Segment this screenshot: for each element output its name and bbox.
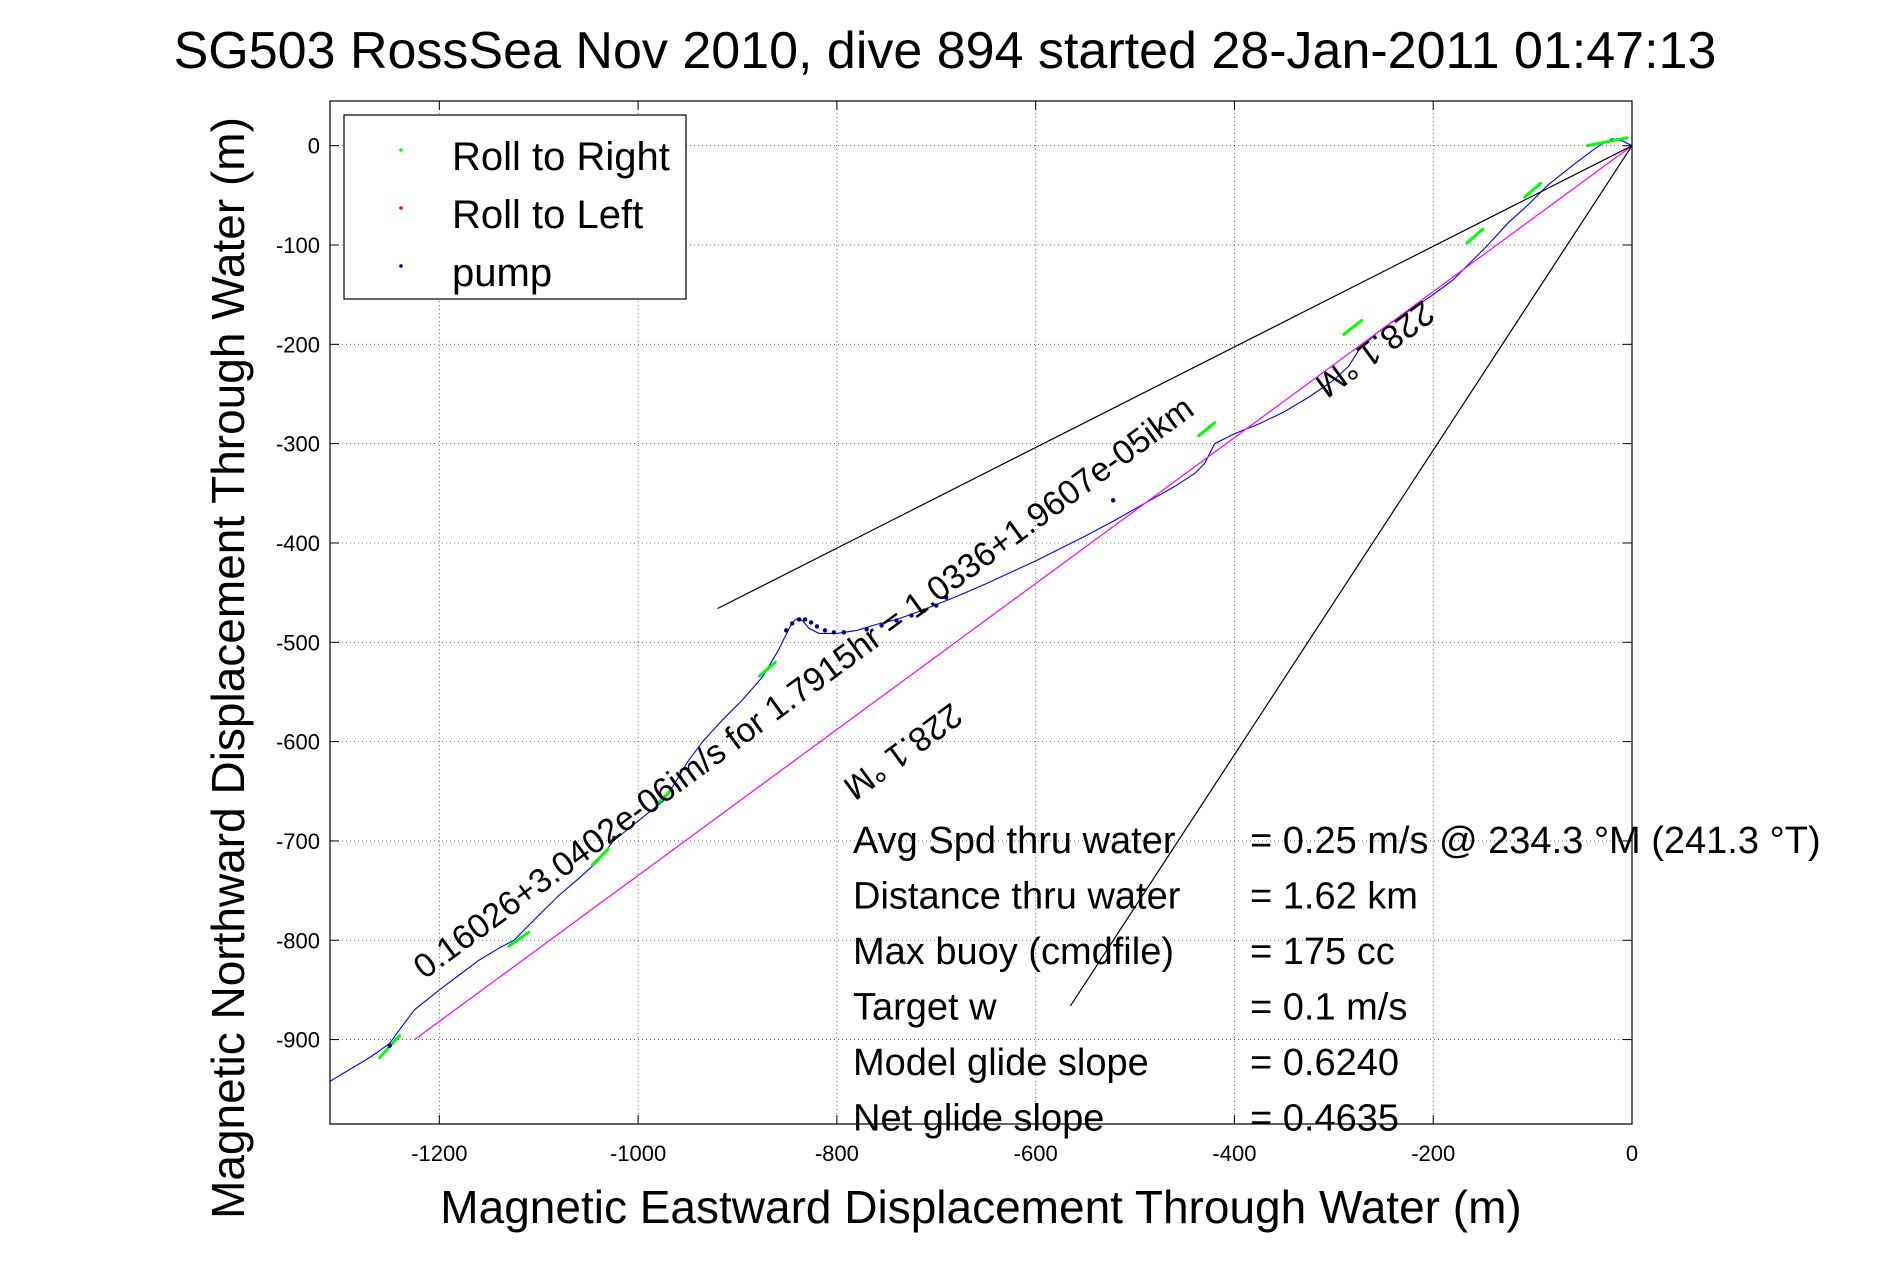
stats-value: = 0.6240: [1250, 1042, 1399, 1084]
y-tick-label: -600: [276, 730, 320, 755]
x-tick-label: -200: [1411, 1141, 1455, 1166]
y-tick-label: -700: [276, 829, 320, 854]
straight-track-line: [414, 145, 1632, 1041]
pump-point: [387, 1043, 392, 1048]
y-tick-label: -500: [276, 630, 320, 655]
roll-right-segment: [757, 660, 777, 678]
x-tick-label: -600: [1014, 1141, 1058, 1166]
pump-point: [783, 628, 789, 633]
legend: Roll to Right Roll to Left pump: [343, 114, 687, 300]
stats-panel: Avg Spd thru water = 0.25 m/s @ 234.3 °M …: [853, 820, 1821, 1140]
roll-right-segment: [656, 787, 674, 805]
stats-value: = 0.4635: [1250, 1098, 1399, 1140]
y-tick-label: -400: [276, 531, 320, 556]
pump-point: [944, 595, 949, 600]
pump-point: [909, 613, 914, 618]
x-tick-label: -800: [815, 1141, 859, 1166]
pump-point: [612, 835, 617, 841]
stats-label: Target w: [853, 987, 997, 1029]
pump-point: [831, 630, 837, 635]
roll-right-segment: [1585, 136, 1629, 148]
legend-marker-pump: [399, 264, 403, 268]
track-line: [330, 138, 1632, 1082]
plot-frame: [329, 100, 1633, 1125]
y-axis: 0 -100 -200 -300 -400 -500 -600 -700 -800 -900: [276, 134, 1632, 1053]
y-tick-label: -200: [276, 332, 320, 357]
y-tick-label: -100: [276, 233, 320, 258]
y-tick-label: -800: [276, 928, 320, 953]
stats-value: = 1.62 km: [1250, 876, 1418, 918]
bearing-line-1: [717, 145, 1632, 610]
x-axis-label: Magnetic Eastward Displacement Through W…: [440, 1181, 1521, 1233]
stats-label: Distance thru water: [853, 876, 1181, 918]
roll-right-segment: [1197, 421, 1217, 438]
pump-point: [822, 628, 828, 633]
y-tick-label: -900: [276, 1028, 320, 1053]
stats-label: Max buoy (cmdfile): [853, 931, 1174, 973]
legend-label-pump: pump: [452, 251, 552, 295]
roll-right-segment: [590, 847, 610, 867]
stats-label: Avg Spd thru water: [853, 820, 1176, 862]
roll-right-segment: [507, 930, 531, 948]
y-tick-label: -300: [276, 432, 320, 457]
bearing-line-2: [1069, 145, 1632, 1007]
stats-value: = 175 cc: [1250, 931, 1395, 973]
roll-right-segment: [1465, 227, 1485, 245]
chart-title: SG503 RossSea Nov 2010, dive 894 started…: [174, 22, 1717, 80]
legend-label-roll-left: Roll to Left: [452, 193, 643, 237]
roll-right-segment: [1342, 319, 1364, 336]
x-tick-label: -1200: [411, 1141, 467, 1166]
legend-marker-roll-right: [399, 148, 403, 152]
pump-point: [808, 620, 814, 625]
x-tick-label: -400: [1212, 1141, 1256, 1166]
y-tick-label: 0: [308, 134, 320, 159]
pump-point: [894, 618, 899, 623]
pump-point: [879, 623, 884, 628]
pump-point: [1110, 498, 1116, 503]
stats-label: Model glide slope: [853, 1042, 1149, 1084]
pump-point: [802, 617, 808, 622]
legend-marker-roll-left: [399, 206, 403, 210]
pump-point: [934, 603, 939, 608]
roll-right-segment: [1523, 181, 1543, 199]
x-tick-label: -1000: [610, 1141, 666, 1166]
pump-point: [796, 617, 802, 622]
pump-point: [864, 627, 869, 632]
x-tick-label: 0: [1626, 1141, 1638, 1166]
stats-label: Net glide slope: [853, 1098, 1104, 1140]
y-axis-label: Magnetic Northward Displacement Through …: [202, 117, 254, 1219]
pump-point: [841, 630, 847, 635]
stats-value: = 0.25 m/s @ 234.3 °M (241.3 °T): [1250, 820, 1821, 862]
stats-value: = 0.1 m/s: [1250, 987, 1407, 1029]
pump-point: [789, 621, 795, 626]
pump-point: [922, 608, 927, 613]
legend-label-roll-right: Roll to Right: [452, 135, 670, 179]
pump-point: [814, 624, 820, 629]
x-axis: -1200 -1000 -800 -600 -400 -200 0: [411, 101, 1638, 1166]
